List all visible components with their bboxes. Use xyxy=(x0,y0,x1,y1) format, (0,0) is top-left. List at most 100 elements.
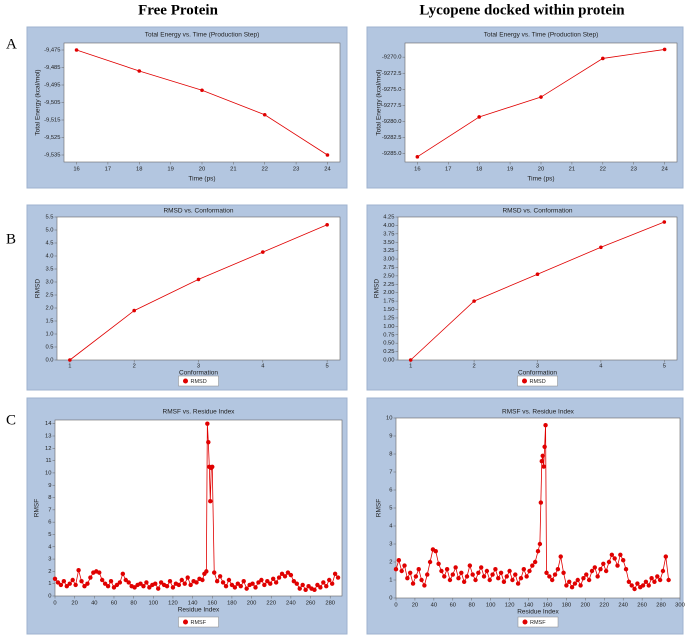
data-point xyxy=(518,576,524,581)
data-point xyxy=(623,567,629,572)
data-point xyxy=(200,577,205,583)
data-point xyxy=(507,568,512,574)
data-point xyxy=(393,567,399,572)
x-tick-label: 20 xyxy=(538,167,544,173)
data-point xyxy=(657,577,663,583)
data-point xyxy=(408,358,413,362)
x-tick-label: 120 xyxy=(505,603,515,609)
data-point xyxy=(114,582,120,588)
data-point xyxy=(498,570,504,575)
data-point xyxy=(97,570,102,575)
legend-label: RMSD xyxy=(191,379,207,385)
data-point xyxy=(297,586,302,591)
x-tick-label: 220 xyxy=(266,601,276,607)
y-axis-label: RMSD xyxy=(374,279,381,298)
data-point xyxy=(415,155,420,159)
data-point xyxy=(543,423,548,428)
data-point xyxy=(117,580,123,585)
data-point xyxy=(547,574,552,579)
y-axis-label: Total Energy (kcal/mol) xyxy=(35,69,42,135)
y-tick-label: 2.75 xyxy=(383,265,394,271)
y-axis-label: Total Energy (kcal/mol) xyxy=(376,69,383,135)
y-tick-label: 7 xyxy=(389,470,392,476)
y-tick-label: 1.00 xyxy=(383,324,394,330)
data-point xyxy=(601,56,605,61)
data-point xyxy=(312,587,317,593)
data-point xyxy=(67,581,72,586)
x-tick-label: 80 xyxy=(469,603,475,609)
y-tick-label: 0 xyxy=(48,594,51,600)
x-axis-label: Time (ps) xyxy=(188,176,215,183)
data-point xyxy=(477,115,481,119)
y-tick-label: 9 xyxy=(48,483,51,489)
data-point xyxy=(167,579,173,584)
x-tick-label: 140 xyxy=(188,601,198,607)
data-point xyxy=(601,561,606,566)
chart-title: Total Energy vs. Time (Production Step) xyxy=(484,32,599,39)
data-point xyxy=(85,581,90,586)
data-point xyxy=(510,577,515,583)
data-point xyxy=(212,570,217,575)
data-point xyxy=(561,570,566,575)
data-point xyxy=(144,580,149,585)
legend-marker xyxy=(522,619,528,625)
x-tick-label: 200 xyxy=(247,601,257,607)
chart-title: RMSD vs. Conformation xyxy=(502,208,572,215)
data-point xyxy=(615,563,620,568)
y-tick-label: 0.75 xyxy=(383,332,394,338)
data-point xyxy=(250,581,255,586)
y-tick-label: 2.0 xyxy=(45,306,53,312)
data-point xyxy=(52,576,58,581)
data-point xyxy=(176,582,182,588)
data-point xyxy=(652,579,657,584)
data-point xyxy=(229,582,235,588)
y-tick-label: 1.25 xyxy=(383,315,394,321)
legend-box xyxy=(517,616,559,628)
y-tick-label: 5 xyxy=(48,532,51,538)
data-point xyxy=(662,220,667,224)
x-tick-label: 200 xyxy=(580,603,590,609)
x-tick-label: 21 xyxy=(569,167,575,173)
y-tick-label: 0.50 xyxy=(383,341,394,347)
y-tick-label: 1.75 xyxy=(383,299,394,305)
x-tick-label: 17 xyxy=(105,167,111,173)
data-point xyxy=(464,574,470,579)
data-point xyxy=(156,586,161,591)
data-point xyxy=(578,583,583,588)
data-point xyxy=(288,572,294,578)
x-tick-label: 3 xyxy=(197,364,200,370)
legend-box xyxy=(178,616,219,628)
y-tick-label: 3.25 xyxy=(383,248,394,254)
x-tick-label: 240 xyxy=(286,601,296,607)
data-point xyxy=(405,576,410,581)
data-point xyxy=(325,153,330,157)
data-point xyxy=(550,577,555,583)
y-tick-label: 4.25 xyxy=(383,215,394,221)
x-tick-label: 120 xyxy=(168,601,178,607)
data-point xyxy=(235,581,241,586)
data-point xyxy=(185,575,190,580)
x-tick-label: 220 xyxy=(599,603,609,609)
data-point xyxy=(472,299,476,303)
data-point xyxy=(220,580,226,585)
x-tick-label: 19 xyxy=(507,167,513,173)
y-tick-label: 0.5 xyxy=(45,345,53,351)
data-point xyxy=(493,567,498,572)
data-point xyxy=(422,583,427,588)
data-point xyxy=(137,69,142,73)
data-point xyxy=(521,567,526,572)
x-axis-label: Residue Index xyxy=(517,609,559,616)
y-tick-label: 2.5 xyxy=(45,293,53,299)
plot-area xyxy=(63,42,341,163)
y-tick-label: 0.25 xyxy=(383,349,394,355)
data-point xyxy=(599,245,603,250)
data-point xyxy=(170,585,176,590)
data-point xyxy=(470,572,475,577)
data-point xyxy=(532,559,538,565)
data-point xyxy=(618,552,623,557)
data-point xyxy=(626,579,632,584)
y-tick-label: 7 xyxy=(48,507,51,513)
data-point xyxy=(99,577,105,583)
data-point xyxy=(206,439,211,445)
